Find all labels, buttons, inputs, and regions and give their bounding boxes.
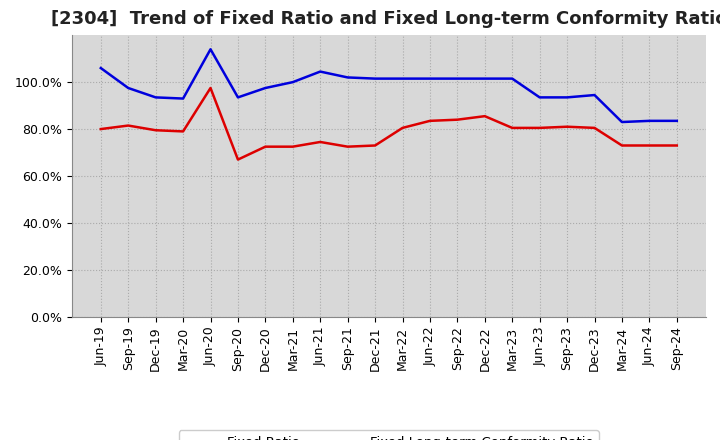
- Fixed Ratio: [398, 76, 407, 81]
- Fixed Ratio: [480, 76, 489, 81]
- Fixed Ratio: [536, 95, 544, 100]
- Fixed Ratio: [508, 76, 516, 81]
- Fixed Long-term Conformity Ratio: [179, 129, 187, 134]
- Fixed Ratio: [289, 80, 297, 85]
- Fixed Long-term Conformity Ratio: [453, 117, 462, 122]
- Legend: Fixed Ratio, Fixed Long-term Conformity Ratio: Fixed Ratio, Fixed Long-term Conformity …: [179, 430, 599, 440]
- Fixed Long-term Conformity Ratio: [590, 125, 599, 131]
- Fixed Ratio: [426, 76, 434, 81]
- Fixed Ratio: [453, 76, 462, 81]
- Fixed Long-term Conformity Ratio: [480, 114, 489, 119]
- Fixed Long-term Conformity Ratio: [261, 144, 270, 149]
- Fixed Long-term Conformity Ratio: [343, 144, 352, 149]
- Fixed Ratio: [563, 95, 572, 100]
- Fixed Long-term Conformity Ratio: [151, 128, 160, 133]
- Fixed Long-term Conformity Ratio: [371, 143, 379, 148]
- Fixed Long-term Conformity Ratio: [289, 144, 297, 149]
- Fixed Long-term Conformity Ratio: [316, 139, 325, 145]
- Fixed Ratio: [206, 47, 215, 52]
- Fixed Ratio: [179, 96, 187, 101]
- Fixed Long-term Conformity Ratio: [206, 85, 215, 91]
- Fixed Ratio: [96, 66, 105, 71]
- Fixed Ratio: [343, 75, 352, 80]
- Fixed Ratio: [151, 95, 160, 100]
- Fixed Ratio: [233, 95, 242, 100]
- Fixed Ratio: [672, 118, 681, 124]
- Fixed Ratio: [590, 92, 599, 98]
- Fixed Long-term Conformity Ratio: [398, 125, 407, 131]
- Fixed Ratio: [618, 119, 626, 125]
- Fixed Long-term Conformity Ratio: [563, 124, 572, 129]
- Fixed Long-term Conformity Ratio: [618, 143, 626, 148]
- Fixed Long-term Conformity Ratio: [426, 118, 434, 124]
- Fixed Long-term Conformity Ratio: [124, 123, 132, 128]
- Fixed Ratio: [124, 85, 132, 91]
- Fixed Long-term Conformity Ratio: [672, 143, 681, 148]
- Line: Fixed Long-term Conformity Ratio: Fixed Long-term Conformity Ratio: [101, 88, 677, 160]
- Line: Fixed Ratio: Fixed Ratio: [101, 49, 677, 122]
- Fixed Ratio: [371, 76, 379, 81]
- Title: [2304]  Trend of Fixed Ratio and Fixed Long-term Conformity Ratio: [2304] Trend of Fixed Ratio and Fixed Lo…: [50, 10, 720, 28]
- Fixed Ratio: [316, 69, 325, 74]
- Fixed Long-term Conformity Ratio: [96, 126, 105, 132]
- Fixed Long-term Conformity Ratio: [233, 157, 242, 162]
- Fixed Long-term Conformity Ratio: [645, 143, 654, 148]
- Fixed Ratio: [645, 118, 654, 124]
- Fixed Long-term Conformity Ratio: [508, 125, 516, 131]
- Fixed Ratio: [261, 85, 270, 91]
- Fixed Long-term Conformity Ratio: [536, 125, 544, 131]
